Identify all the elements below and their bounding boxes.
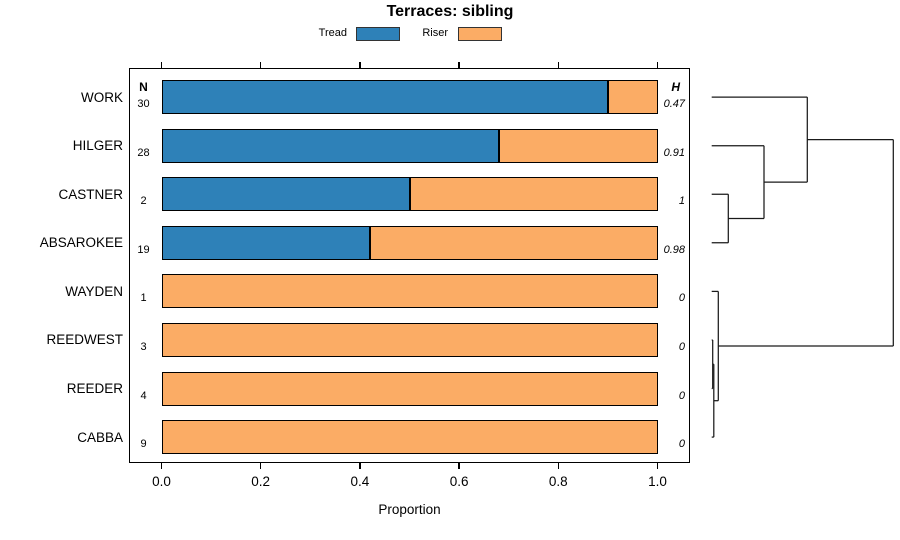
category-label: CABBA xyxy=(77,429,123,445)
x-tick-label: 0.8 xyxy=(548,474,568,489)
bottom-tick xyxy=(458,463,460,469)
stacked-bar xyxy=(161,420,658,455)
tread-segment xyxy=(161,80,608,115)
n-value: 19 xyxy=(137,243,150,256)
h-value: 0.91 xyxy=(663,146,685,159)
legend-swatch-riser xyxy=(458,27,502,41)
bottom-tick xyxy=(557,463,560,469)
riser-segment xyxy=(369,225,658,260)
tread-segment xyxy=(161,225,370,260)
n-value: 1 xyxy=(140,292,147,305)
category-label: WAYDEN xyxy=(65,283,123,299)
top-tick xyxy=(259,62,262,68)
tread-segment xyxy=(161,128,499,163)
h-value: 0 xyxy=(678,389,685,402)
x-tick-label: 0.2 xyxy=(251,474,271,489)
legend-label-tread: Tread xyxy=(318,27,347,39)
bottom-tick xyxy=(259,463,262,469)
bottom-tick xyxy=(160,463,163,469)
h-value: 0 xyxy=(678,292,685,305)
n-value: 3 xyxy=(140,340,147,353)
top-tick xyxy=(458,62,460,68)
n-column-header: N xyxy=(139,80,148,94)
category-label: REEDER xyxy=(66,381,123,397)
x-tick-label: 0.0 xyxy=(152,474,171,489)
h-column-header: H xyxy=(671,80,680,94)
stacked-bar xyxy=(161,274,658,309)
legend-swatch-tread xyxy=(356,27,400,41)
tread-segment xyxy=(161,177,410,212)
category-label: WORK xyxy=(81,89,123,105)
riser-segment xyxy=(161,274,658,309)
h-value: 0.47 xyxy=(663,98,685,111)
n-value: 9 xyxy=(140,438,147,451)
h-value: 0 xyxy=(678,340,685,353)
riser-segment xyxy=(498,128,658,163)
n-value: 28 xyxy=(137,146,150,159)
n-value: 4 xyxy=(140,389,147,402)
n-value: 2 xyxy=(140,195,147,208)
top-tick xyxy=(656,62,659,68)
h-value: 1 xyxy=(678,195,685,208)
top-tick xyxy=(359,62,361,68)
stacked-bar xyxy=(161,177,658,212)
stacked-bar xyxy=(161,80,658,115)
top-tick xyxy=(557,62,560,68)
bottom-tick xyxy=(359,463,361,469)
plot-border xyxy=(129,68,690,463)
riser-segment xyxy=(409,177,658,212)
h-value: 0 xyxy=(678,438,685,451)
riser-segment xyxy=(161,371,658,406)
riser-segment xyxy=(161,322,658,357)
chart-title: Terraces: sibling xyxy=(386,3,514,20)
stacked-bar xyxy=(161,322,658,357)
n-value: 30 xyxy=(137,98,150,111)
h-value: 0.98 xyxy=(663,243,685,256)
x-tick-label: 0.4 xyxy=(350,474,370,489)
bottom-tick xyxy=(656,463,659,469)
top-tick xyxy=(160,62,163,68)
x-axis-label: Proportion xyxy=(378,502,441,517)
x-tick-label: 1.0 xyxy=(648,474,667,489)
category-label: HILGER xyxy=(72,138,123,154)
x-tick-label: 0.6 xyxy=(449,474,469,489)
category-label: ABSAROKEE xyxy=(39,235,123,251)
riser-segment xyxy=(607,80,658,115)
stacked-bar xyxy=(161,225,658,260)
stacked-bar xyxy=(161,128,658,163)
category-label: REEDWEST xyxy=(46,332,123,348)
stacked-bar xyxy=(161,371,658,406)
category-label: CASTNER xyxy=(58,186,123,202)
legend-label-riser: Riser xyxy=(422,27,448,39)
riser-segment xyxy=(161,420,658,455)
